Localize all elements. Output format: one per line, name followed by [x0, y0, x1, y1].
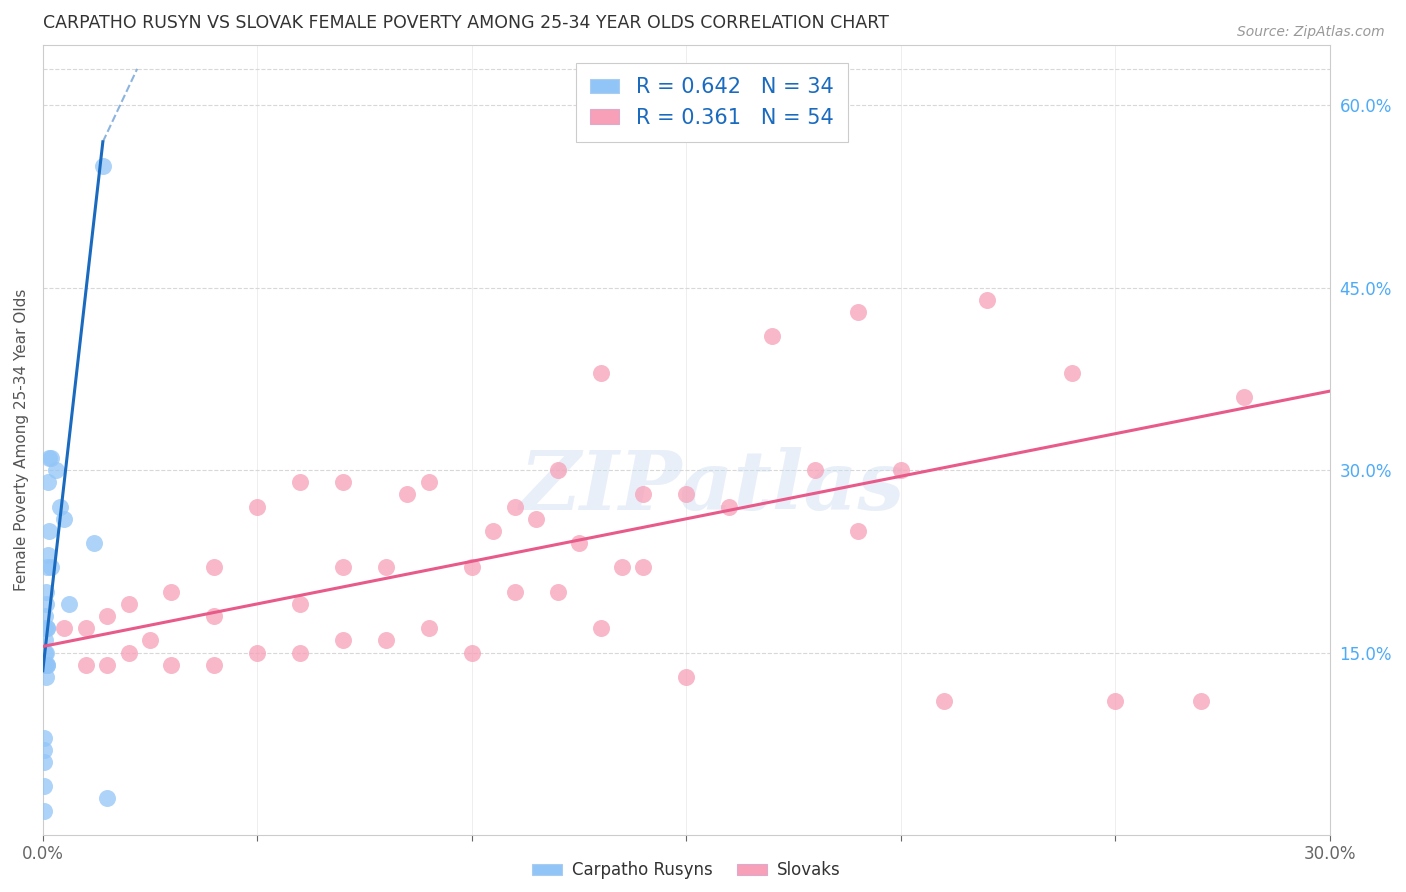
Point — [761, 329, 783, 343]
Point — [75, 621, 97, 635]
Point — [41, 450, 63, 465]
Point — [35, 657, 58, 672]
Point — [524, 512, 547, 526]
Point — [375, 560, 398, 574]
Point — [96, 657, 118, 672]
Point — [610, 560, 633, 574]
Point — [34, 657, 56, 672]
Point — [117, 646, 139, 660]
Point — [34, 657, 56, 672]
Point — [202, 560, 225, 574]
Point — [45, 463, 67, 477]
Point — [1189, 694, 1212, 708]
Point — [718, 500, 741, 514]
Point — [418, 621, 440, 635]
Point — [96, 791, 118, 805]
Point — [32, 743, 55, 757]
Point — [35, 621, 58, 635]
Point — [396, 487, 419, 501]
Point — [160, 657, 183, 672]
Point — [35, 646, 58, 660]
Point — [91, 159, 114, 173]
Point — [35, 584, 58, 599]
Point — [35, 657, 58, 672]
Point — [35, 621, 58, 635]
Point — [37, 475, 59, 490]
Point — [547, 463, 569, 477]
Point — [375, 633, 398, 648]
Point — [32, 731, 55, 745]
Point — [75, 657, 97, 672]
Point — [633, 560, 655, 574]
Point — [49, 500, 72, 514]
Point — [1233, 390, 1256, 404]
Point — [589, 621, 612, 635]
Point — [202, 657, 225, 672]
Point — [246, 646, 269, 660]
Point — [568, 536, 591, 550]
Point — [53, 621, 76, 635]
Point — [633, 487, 655, 501]
Point — [32, 804, 55, 818]
Point — [38, 524, 60, 538]
Point — [117, 597, 139, 611]
Point — [1062, 366, 1084, 380]
Text: CARPATHO RUSYN VS SLOVAK FEMALE POVERTY AMONG 25-34 YEAR OLDS CORRELATION CHART: CARPATHO RUSYN VS SLOVAK FEMALE POVERTY … — [42, 14, 889, 32]
Point — [53, 512, 76, 526]
Point — [160, 584, 183, 599]
Point — [58, 597, 80, 611]
Point — [332, 560, 354, 574]
Point — [503, 584, 526, 599]
Point — [589, 366, 612, 380]
Point — [37, 548, 59, 562]
Point — [1104, 694, 1126, 708]
Point — [461, 560, 484, 574]
Point — [332, 633, 354, 648]
Point — [38, 450, 60, 465]
Point — [976, 293, 998, 307]
Point — [482, 524, 505, 538]
Point — [804, 463, 827, 477]
Point — [34, 621, 56, 635]
Point — [418, 475, 440, 490]
Point — [290, 646, 312, 660]
Point — [83, 536, 105, 550]
Text: ZIPatlas: ZIPatlas — [519, 447, 905, 527]
Point — [503, 500, 526, 514]
Point — [41, 560, 63, 574]
Point — [35, 657, 58, 672]
Point — [32, 755, 55, 769]
Y-axis label: Female Poverty Among 25-34 Year Olds: Female Poverty Among 25-34 Year Olds — [14, 288, 30, 591]
Point — [461, 646, 484, 660]
Point — [932, 694, 955, 708]
Point — [675, 487, 697, 501]
Point — [675, 670, 697, 684]
Point — [290, 597, 312, 611]
Point — [35, 670, 58, 684]
Point — [35, 560, 58, 574]
Point — [34, 633, 56, 648]
Point — [96, 609, 118, 624]
Point — [202, 609, 225, 624]
Point — [332, 475, 354, 490]
Point — [246, 500, 269, 514]
Point — [35, 597, 58, 611]
Point — [547, 584, 569, 599]
Point — [290, 475, 312, 490]
Text: Source: ZipAtlas.com: Source: ZipAtlas.com — [1237, 25, 1385, 39]
Point — [32, 779, 55, 793]
Point — [890, 463, 912, 477]
Point — [846, 305, 869, 319]
Point — [34, 609, 56, 624]
Point — [34, 646, 56, 660]
Legend: Carpatho Rusyns, Slovaks: Carpatho Rusyns, Slovaks — [524, 855, 848, 886]
Point — [139, 633, 162, 648]
Point — [846, 524, 869, 538]
